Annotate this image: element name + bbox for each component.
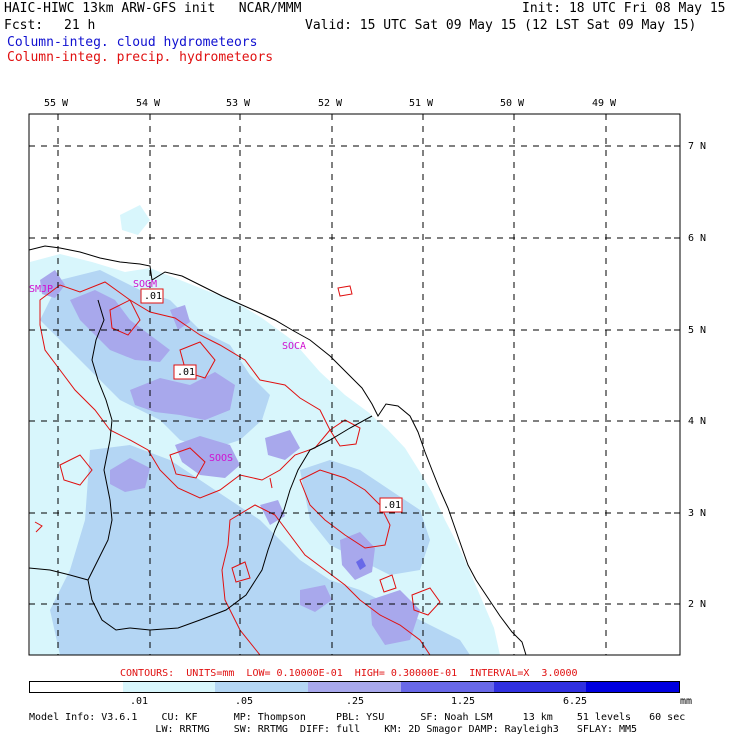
precip-contour [109, 299, 141, 336]
precip-contours [34, 281, 441, 655]
precip-field-title: Column-integ. precip. hydrometeors [7, 50, 274, 65]
coastline-borders [29, 245, 527, 655]
precip-contour [169, 447, 206, 479]
lat-label: 5 N [688, 325, 707, 336]
station-label: SOCA [282, 341, 307, 352]
lat-label: 3 N [688, 508, 707, 519]
color-bar [29, 681, 680, 693]
station-label: SMJP [29, 284, 54, 295]
cloud-field-title: Column-integ. cloud hydrometeors [7, 35, 258, 50]
cloud-shade-low [265, 336, 292, 362]
border-guyana-suriname [87, 299, 131, 631]
cloud-shade-high [110, 458, 150, 492]
cloud-shade-high [40, 270, 65, 298]
color-bar-label: 6.25 [563, 696, 588, 707]
color-bar-segment [586, 682, 680, 692]
color-bar-label: .25 [346, 696, 365, 707]
border-suriname-guiana [129, 415, 373, 631]
station-label: SOGM [133, 279, 158, 290]
lat-label: 2 N [688, 599, 707, 610]
color-bar-segment [400, 682, 494, 692]
color-bar-segment [30, 682, 123, 692]
lon-label: 50 W [500, 98, 525, 109]
cloud-shade-high [175, 436, 240, 478]
lat-lon-grid [29, 114, 680, 655]
color-bar-segment [308, 682, 401, 692]
lat-label: 7 N [688, 141, 707, 152]
color-bar-segment [122, 682, 216, 692]
precip-contour [299, 469, 391, 549]
precip-contour [221, 504, 431, 655]
color-bar-units: mm [680, 696, 693, 707]
color-bar-label: .05 [235, 696, 254, 707]
lon-label: 54 W [136, 98, 161, 109]
cloud-shade-high [170, 305, 190, 330]
lon-label: 49 W [592, 98, 617, 109]
lon-label: 51 W [409, 98, 434, 109]
precip-contour [39, 281, 331, 499]
contour-label: .01 [177, 367, 196, 378]
lat-label: 6 N [688, 233, 707, 244]
coastline [29, 245, 527, 655]
cloud-shade-high [70, 290, 170, 362]
cloud-shade-low [120, 205, 150, 235]
axis-ticks [57, 114, 680, 605]
cloud-shade-high [265, 430, 300, 460]
lon-label: 53 W [226, 98, 251, 109]
model-info-line1: Model Info: V3.6.1 CU: KF MP: Thompson P… [29, 712, 686, 723]
cloud-shade-high [300, 585, 332, 612]
contour-label-boxes [140, 288, 403, 513]
precip-contour [231, 561, 251, 583]
contour-info: CONTOURS: UNITS=mm LOW= 0.10000E-01 HIGH… [120, 668, 578, 679]
precip-contour [329, 419, 361, 447]
border-west [29, 567, 89, 581]
map-frame [28, 113, 681, 656]
forecast-hour: 21 h [64, 18, 96, 33]
cloud-shade-high [340, 532, 375, 580]
cloud-shade-peak [356, 558, 366, 570]
color-bar-label: .01 [130, 696, 149, 707]
plot-title: HAIC-HIWC 13km ARW-GFS init NCAR/MMM [4, 1, 302, 16]
precip-contour [59, 454, 93, 486]
color-bar-segment [215, 682, 309, 692]
valid-time: Valid: 15 UTC Sat 09 May 15 (12 LST Sat … [305, 18, 697, 33]
lon-label: 55 W [44, 98, 69, 109]
forecast-label: Fcst: [4, 18, 44, 33]
contour-label: .01 [383, 500, 402, 511]
cloud-shade-high [130, 372, 235, 420]
init-time: Init: 18 UTC Fri 08 May 15 [522, 1, 726, 16]
color-bar-label: 1.25 [451, 696, 476, 707]
precip-contour [269, 477, 273, 489]
precip-contour [337, 285, 353, 297]
model-info-line2: LW: RRTMG SW: RRTMG DIFF: full KM: 2D Sm… [29, 724, 638, 735]
hydrometeor-shading [30, 205, 500, 655]
precip-contour [411, 587, 441, 616]
color-bar-segment [493, 682, 587, 692]
station-label: SOOS [209, 453, 234, 464]
contour-label: .01 [144, 291, 163, 302]
cloud-shade-mid [50, 445, 470, 655]
precip-contour [34, 521, 43, 533]
lat-label: 4 N [688, 416, 707, 427]
lon-label: 52 W [318, 98, 343, 109]
precip-contour [379, 574, 397, 593]
